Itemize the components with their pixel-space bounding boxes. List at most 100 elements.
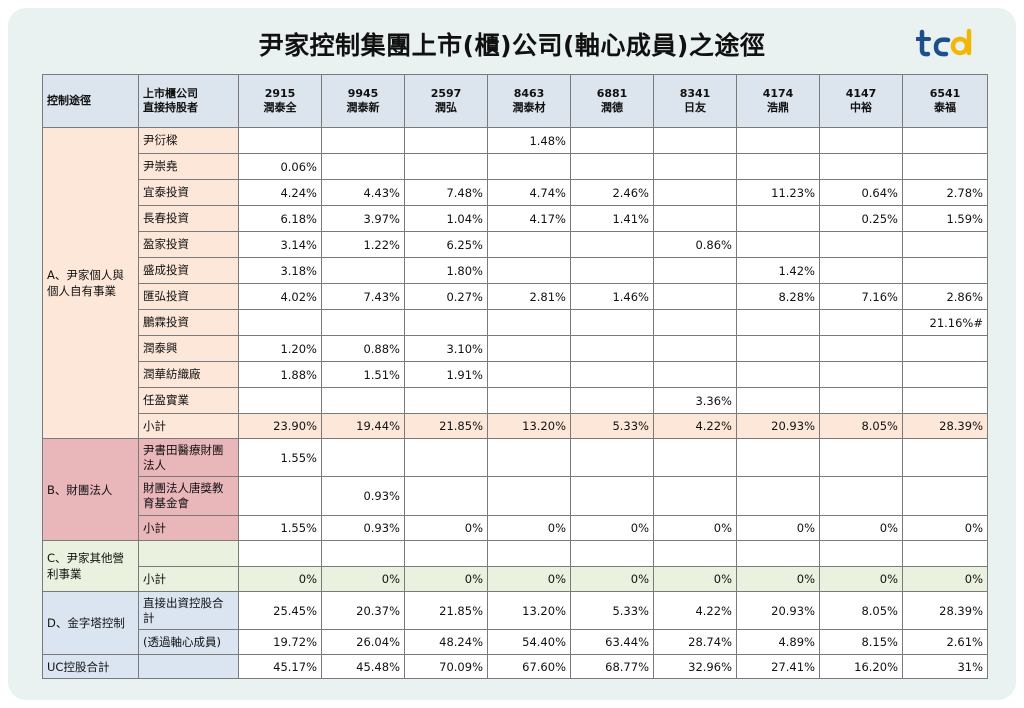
- value-cell: [487, 257, 571, 284]
- value-cell: 2.61%: [902, 629, 988, 655]
- table-row: 尹崇堯 0.06%: [43, 153, 988, 180]
- value-cell: [902, 438, 988, 477]
- value-cell: [238, 387, 322, 414]
- holder-label: 匯弘投資: [138, 283, 239, 310]
- value-cell: [653, 476, 737, 516]
- value-cell: 1.55%: [238, 438, 322, 477]
- value-cell: 6.18%: [238, 205, 322, 232]
- value-cell: [736, 438, 820, 477]
- company-name: 潤泰材: [512, 101, 546, 114]
- value-cell: [570, 476, 654, 516]
- value-cell: [736, 335, 820, 362]
- subtotal-cell: 0%: [902, 515, 988, 541]
- table-row: D、金字塔控制 直接出資控股合計 25.45% 20.37% 21.85% 13.20% 5…: [42, 591, 988, 655]
- value-cell: 4.74%: [487, 179, 571, 206]
- company-code: 8463: [513, 87, 545, 100]
- subtotal-cell: 0%: [321, 566, 405, 592]
- holder-label: 財團法人唐獎教育基金會: [138, 476, 239, 516]
- value-cell: 25.45%: [238, 591, 322, 630]
- value-cell: 1.80%: [404, 257, 488, 284]
- holder-header-line2: 直接持股者: [143, 101, 198, 114]
- value-cell: 21.16%#: [902, 309, 988, 336]
- value-cell: [736, 231, 820, 258]
- subtotal-cell: 0%: [570, 566, 654, 592]
- value-cell: [570, 231, 654, 258]
- value-cell: 28.74%: [653, 629, 737, 655]
- value-cell: [487, 309, 571, 336]
- uc-total-cell: 27.41%: [736, 654, 820, 679]
- value-cell: [404, 309, 488, 336]
- subtotal-cell: 0%: [653, 515, 737, 541]
- subtotal-cell: 0%: [653, 566, 737, 592]
- value-cell: [404, 540, 488, 567]
- company-name: 日友: [684, 101, 706, 114]
- subtotal-cell: 0%: [736, 515, 820, 541]
- subtotal-cell: 28.39%: [902, 413, 988, 439]
- value-cell: [321, 309, 405, 336]
- company-name: 中裕: [850, 101, 872, 114]
- value-cell: 0.25%: [819, 205, 903, 232]
- table-row: 盈家投資 3.14% 1.22% 6.25% 0.86%: [43, 231, 988, 258]
- value-cell: [570, 438, 654, 477]
- holder-label: 任盈實業: [138, 387, 239, 414]
- company-name: 潤泰全: [263, 101, 297, 114]
- value-cell: [404, 153, 488, 180]
- subtotal-cell: 0%: [819, 566, 903, 592]
- value-cell: [736, 205, 820, 232]
- value-cell: [653, 438, 737, 477]
- value-cell: 8.05%: [819, 591, 903, 630]
- table-row: 匯弘投資 4.02% 7.43% 0.27% 2.81% 1.46% 8.28% 7.16% 2…: [43, 283, 988, 310]
- value-cell: 2.46%: [570, 179, 654, 206]
- uc-total-row: UC控股合計 45.17% 45.48% 70.09% 67.60% 68.77% 32.9…: [42, 654, 988, 679]
- value-cell: 54.40%: [487, 629, 571, 655]
- subtotal-cell: 0%: [902, 566, 988, 592]
- value-cell: 2.78%: [902, 179, 988, 206]
- path-header: 控制途徑: [42, 74, 139, 128]
- table-row: B、財團法人 尹書田醫療財團法人 1.55%: [42, 438, 988, 541]
- table-row: 鵬霖投資 21.16%#: [43, 309, 988, 336]
- uc-total-cell: 68.77%: [570, 654, 654, 679]
- holder-header-line1: 上市櫃公司: [143, 87, 198, 100]
- holder-label: (透過軸心成員): [138, 629, 239, 655]
- value-cell: 3.10%: [404, 335, 488, 362]
- value-cell: [321, 127, 405, 154]
- value-cell: [902, 231, 988, 258]
- value-cell: 7.48%: [404, 179, 488, 206]
- value-cell: 1.41%: [570, 205, 654, 232]
- value-cell: [736, 153, 820, 180]
- value-cell: 1.91%: [404, 361, 488, 388]
- value-cell: 1.59%: [902, 205, 988, 232]
- subtotal-cell: 0%: [487, 566, 571, 592]
- value-cell: [653, 540, 737, 567]
- subtotal-cell: 19.44%: [321, 413, 405, 439]
- table-row: 小計 23.90% 19.44% 21.85% 13.20% 5.33% 4.22% 20.9…: [43, 413, 988, 439]
- value-cell: [819, 153, 903, 180]
- company-name: 泰福: [934, 101, 956, 114]
- holder-label: 潤華紡織廠: [138, 361, 239, 388]
- table-row: 小計 0% 0% 0% 0% 0% 0% 0% 0% 0%: [43, 566, 988, 592]
- value-cell: 1.42%: [736, 257, 820, 284]
- uc-total-cell: 31%: [902, 654, 988, 679]
- table-row: (透過軸心成員) 19.72% 26.04% 48.24% 54.40% 63.44% 28…: [43, 629, 988, 655]
- value-cell: 3.36%: [653, 387, 737, 414]
- value-cell: [819, 361, 903, 388]
- uc-total-cell: 45.17%: [238, 654, 322, 679]
- value-cell: [487, 387, 571, 414]
- company-code: 9945: [347, 87, 379, 100]
- value-cell: 21.85%: [404, 591, 488, 630]
- subtotal-cell: 8.05%: [819, 413, 903, 439]
- value-cell: 3.18%: [238, 257, 322, 284]
- subtotal-cell: 20.93%: [736, 413, 820, 439]
- value-cell: [819, 127, 903, 154]
- value-cell: [570, 257, 654, 284]
- value-cell: 6.25%: [404, 231, 488, 258]
- value-cell: [487, 438, 571, 477]
- value-cell: 4.89%: [736, 629, 820, 655]
- holder-label: 尹崇堯: [138, 153, 239, 180]
- company-header: 2915 潤泰全: [238, 74, 322, 128]
- value-cell: [902, 540, 988, 567]
- value-cell: [653, 361, 737, 388]
- holder-label: 鵬霖投資: [138, 309, 239, 336]
- value-cell: 1.46%: [570, 283, 654, 310]
- holder-label: 盛成投資: [138, 257, 239, 284]
